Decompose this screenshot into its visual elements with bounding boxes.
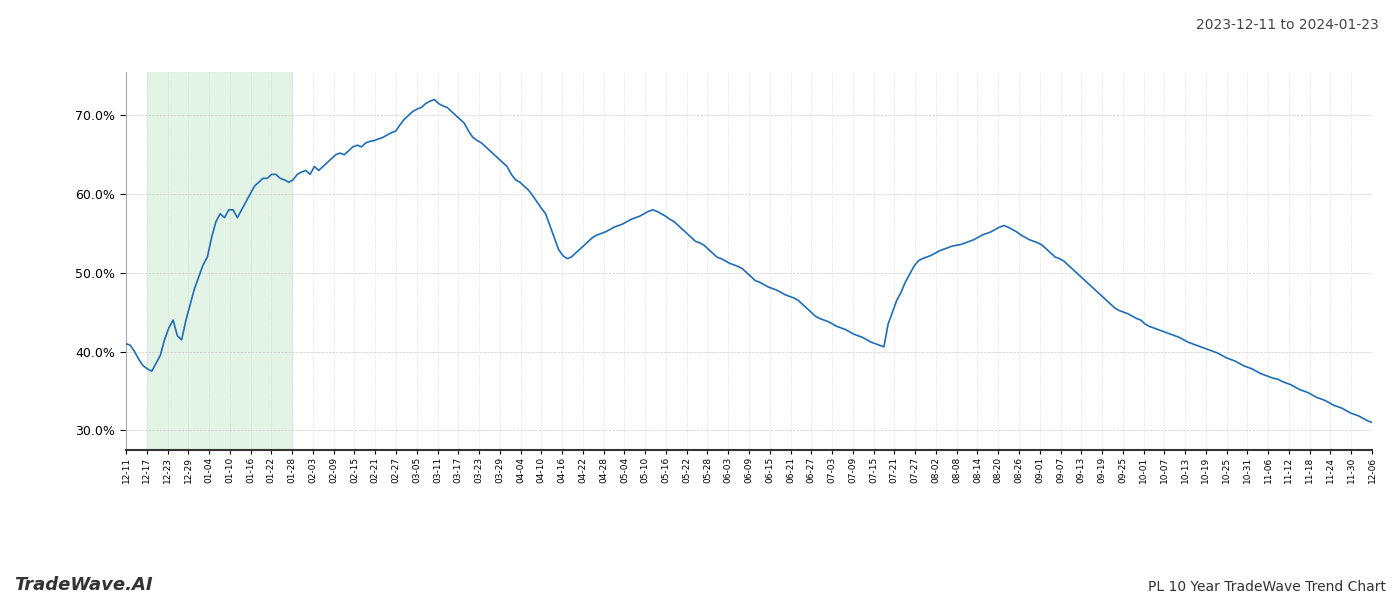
- Text: 2023-12-11 to 2024-01-23: 2023-12-11 to 2024-01-23: [1196, 18, 1379, 32]
- Bar: [147, 72, 293, 450]
- Text: TradeWave.AI: TradeWave.AI: [14, 576, 153, 594]
- Text: PL 10 Year TradeWave Trend Chart: PL 10 Year TradeWave Trend Chart: [1148, 580, 1386, 594]
